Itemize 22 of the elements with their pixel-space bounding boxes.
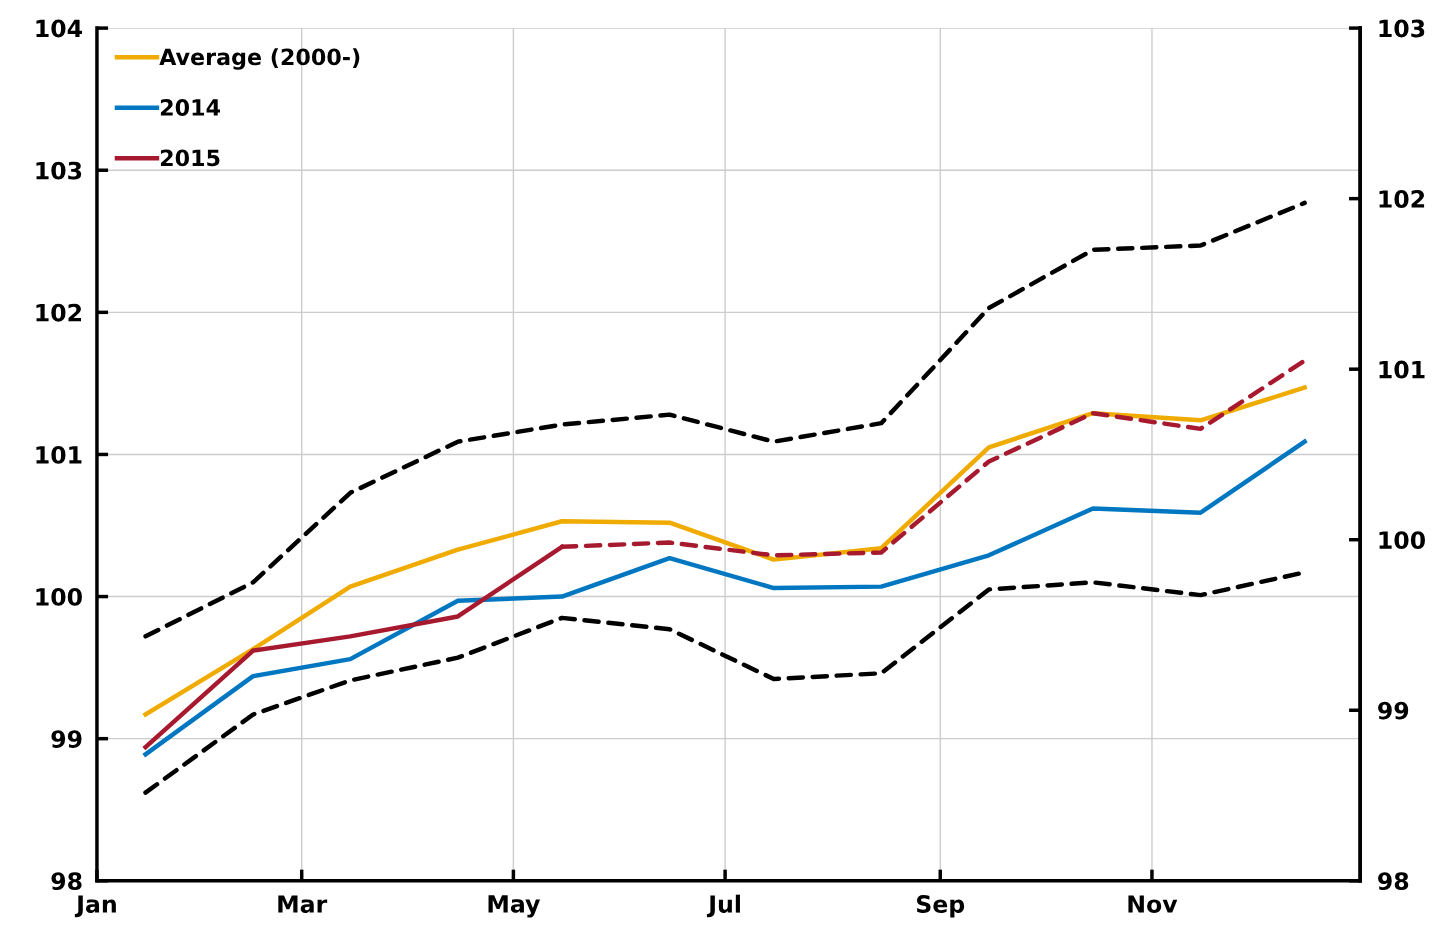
y2-tick-label: 102 [1379, 190, 1425, 208]
y2-tick-label: 99 [1378, 701, 1409, 720]
y-tick-label: 99 [51, 730, 82, 748]
y2-tick-label: 103 [1379, 19, 1425, 38]
x-tick-label: May [488, 895, 541, 918]
y-tick-label: 102 [36, 303, 82, 322]
x-tick-label: Jan [74, 895, 116, 918]
legend-label: 2014 [160, 99, 220, 116]
y2-tick-label: 100 [1379, 531, 1425, 550]
x-tick-label: Nov [1128, 895, 1178, 913]
legend-label: 2015 [160, 149, 220, 167]
y-tick-label: 100 [36, 588, 82, 606]
y-tick-label: 98 [51, 872, 82, 891]
y2-tick-label: 98 [1378, 872, 1409, 891]
y2-tick-label: 101 [1379, 360, 1425, 379]
x-tick-label: Mar [278, 895, 328, 913]
x-tick-label: Sep [916, 895, 965, 918]
legend-label: Average (2000-) [159, 48, 360, 70]
y-tick-label: 103 [36, 161, 82, 180]
y-tick-label: 101 [36, 445, 82, 464]
x-tick-label: Jul [706, 894, 740, 918]
y-tick-label: 104 [36, 19, 82, 38]
